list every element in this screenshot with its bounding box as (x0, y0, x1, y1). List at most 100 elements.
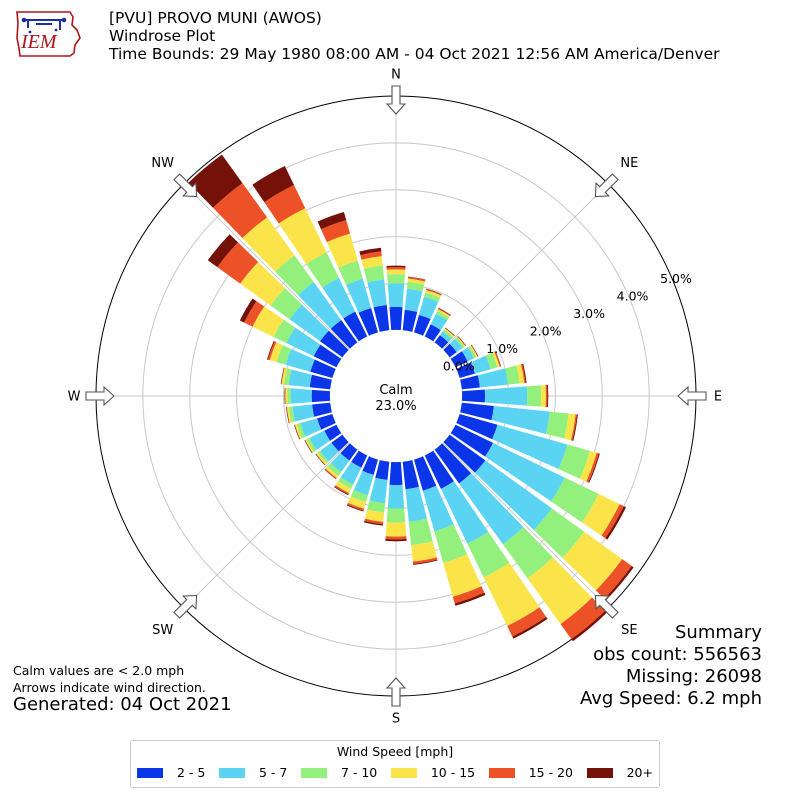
wedge-290-5 (267, 341, 275, 360)
wedge-70-3 (492, 351, 500, 368)
wedge-130-5 (604, 566, 634, 601)
wedge-140-5 (571, 611, 607, 642)
wedge-180-0 (389, 461, 403, 486)
direction-arrow-icon (85, 385, 115, 407)
wedge-290-1 (285, 348, 315, 372)
wedge-290-4 (267, 341, 277, 361)
wedge-240-5 (304, 440, 313, 454)
wedge-140-2 (502, 527, 553, 579)
legend-label: 15 - 20 (528, 765, 574, 780)
wedge-20-0 (413, 314, 431, 337)
wedge-30-5 (438, 307, 452, 316)
wedge-350-4 (360, 251, 382, 260)
legend-label: 10 - 15 (430, 765, 476, 780)
wedge-150-2 (467, 531, 510, 578)
wedge-280-0 (309, 374, 333, 390)
wedge-50-0 (443, 343, 457, 358)
wedge-190-0 (375, 459, 390, 480)
wedge-330-3 (278, 208, 327, 265)
compass-label-SW: SW (152, 623, 173, 638)
legend-swatch (137, 767, 163, 778)
wedge-10-0 (402, 309, 418, 333)
wedge-170-0 (402, 459, 419, 490)
wedge-280-4 (281, 367, 285, 385)
wedge-270-5 (284, 387, 286, 405)
wedge-20-5 (426, 288, 442, 295)
iowa-state-outline-logo (16, 11, 81, 57)
wedge-180-2 (386, 508, 406, 523)
wedge-220-1 (330, 453, 350, 473)
legend-item: 10 - 15 (390, 765, 476, 780)
legend-swatch (300, 767, 327, 778)
wedge-180-3 (385, 522, 407, 537)
iem-logo: IEM (16, 11, 81, 57)
wedge-120-5 (605, 506, 627, 540)
wedge-340-4 (321, 220, 351, 243)
wedge-140-3 (527, 557, 593, 625)
wedge-260-0 (312, 402, 333, 417)
wedge-270-0 (311, 389, 331, 403)
wedge-60-3 (469, 345, 478, 358)
wedge-310-2 (270, 288, 302, 320)
wedge-350-3 (361, 256, 383, 269)
legend-swatch (390, 767, 417, 778)
wedge-10-2 (406, 281, 425, 292)
wedge-340-3 (326, 233, 358, 268)
wedge-160-0 (413, 455, 437, 491)
wedge-290-0 (310, 359, 337, 379)
wedge-40-0 (434, 335, 449, 349)
wedge-260-5 (285, 407, 290, 424)
wedge-220-0 (340, 443, 358, 461)
wedge-240-0 (324, 424, 342, 441)
wedge-0-1 (387, 283, 405, 308)
wedge-90-4 (545, 384, 548, 408)
plot-name: Windrose Plot (109, 27, 216, 45)
wedge-310-1 (289, 304, 329, 342)
wedge-60-2 (467, 345, 477, 359)
wedge-320-2 (275, 255, 314, 296)
wedge-70-2 (485, 352, 498, 370)
wedge-230-2 (317, 450, 329, 464)
svg-text:IEM: IEM (20, 31, 58, 53)
wedge-160-5 (454, 592, 486, 606)
wedge-80-2 (505, 365, 520, 385)
wedge-140-0 (434, 443, 472, 484)
calm-label: Calm (379, 383, 412, 398)
wedge-340-2 (338, 260, 363, 285)
legend-items: 2 - 5 5 - 7 7 - 10 10 - 15 15 - 20 20+ (137, 765, 653, 780)
wedge-210-3 (335, 481, 352, 494)
wedge-150-4 (507, 607, 547, 637)
wedge-110-5 (588, 453, 600, 483)
legend-item: 2 - 5 (137, 765, 205, 780)
wedge-160-2 (434, 524, 468, 563)
wedge-130-4 (595, 559, 632, 599)
wedge-100-2 (545, 411, 569, 439)
wedge-210-5 (334, 486, 349, 496)
wedge-80-3 (516, 364, 525, 384)
wedge-250-1 (300, 418, 322, 437)
wedge-270-2 (287, 388, 291, 404)
wedge-350-2 (363, 265, 385, 283)
wedge-130-1 (474, 460, 552, 530)
wedge-330-0 (343, 311, 368, 342)
wedge-260-4 (286, 407, 290, 424)
radial-tick-label: 0.0% (443, 359, 475, 374)
wedge-10-5 (408, 276, 426, 281)
wedge-10-4 (407, 277, 426, 282)
wedge-320-4 (212, 183, 268, 239)
wedge-20-2 (424, 292, 441, 302)
wedge-220-2 (327, 463, 342, 476)
calm-percent: 23.0% (375, 399, 416, 414)
wedge-140-1 (459, 473, 524, 545)
compass-label-S: S (392, 712, 400, 727)
wedge-130-0 (443, 434, 486, 473)
wedge-50-3 (456, 336, 466, 347)
compass-label-N: N (391, 68, 401, 83)
direction-arrow-icon (594, 173, 619, 198)
wedge-30-1 (430, 313, 448, 331)
wedge-260-1 (292, 404, 315, 422)
wedge-0-3 (386, 269, 406, 275)
legend-item: 20+ (586, 765, 653, 780)
wedge-200-2 (350, 490, 368, 502)
wedge-200-5 (346, 504, 364, 512)
